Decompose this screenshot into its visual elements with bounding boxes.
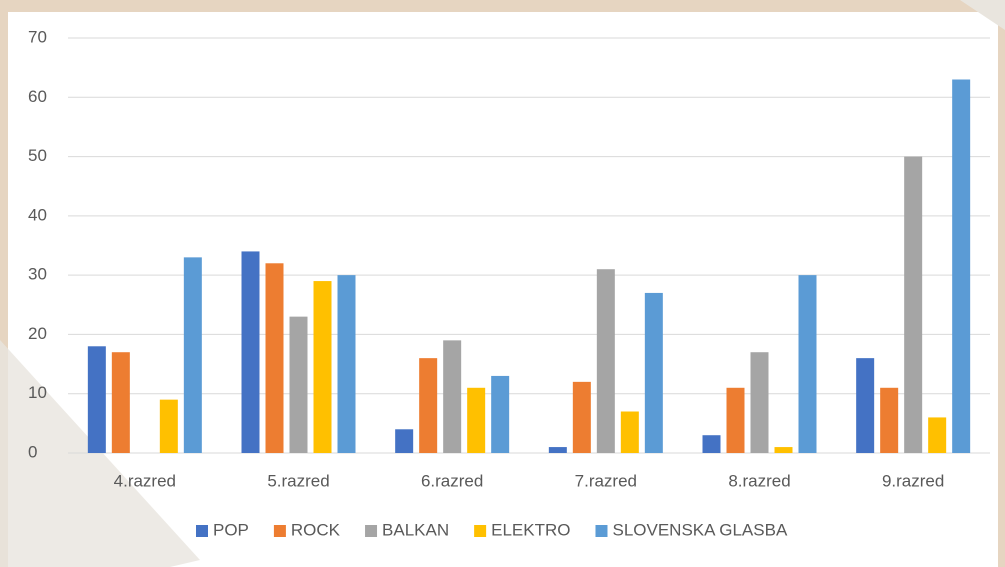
y-tick-label: 30 [28,265,47,284]
bar [183,257,202,453]
bar [491,375,510,453]
bar [596,269,615,453]
bar [856,358,875,453]
y-tick-label: 20 [28,324,47,343]
bar [111,352,130,453]
y-tick-label: 40 [28,205,47,224]
bar [313,281,332,453]
legend-label: ELEKTRO [491,520,570,539]
bar [289,316,308,453]
bar [726,387,745,453]
bar [620,411,639,453]
x-tick-label: 8.razred [728,471,790,490]
y-tick-label: 10 [28,383,47,402]
bar [952,79,971,453]
bar [904,156,923,454]
bar [419,358,438,453]
bar [750,352,769,453]
x-tick-label: 7.razred [575,471,637,490]
chart-panel [8,12,998,567]
x-tick-label: 6.razred [421,471,483,490]
legend-swatch [474,525,487,537]
legend-swatch [365,525,378,537]
legend-label: BALKAN [382,520,449,539]
legend-swatch [273,525,286,537]
bar [880,387,899,453]
legend-swatch [196,525,208,537]
y-tick-label: 0 [28,442,37,461]
bar [395,429,414,453]
x-tick-label: 4.razred [114,471,176,490]
bar [159,399,178,453]
bar [644,292,663,453]
legend-label: ROCK [291,520,341,539]
bar [467,387,486,453]
bar [928,417,947,453]
bar [774,447,793,453]
y-tick-label: 70 [28,27,47,46]
y-tick-label: 60 [28,87,47,106]
bar [241,251,260,453]
y-tick-label: 50 [28,146,47,165]
legend-label: POP [213,520,249,539]
x-tick-label: 5.razred [267,471,329,490]
bar [702,435,721,453]
bar [548,447,567,453]
bar [798,275,817,453]
bar [572,381,591,453]
bar [443,340,462,453]
legend-label: SLOVENSKA GLASBA [612,520,787,539]
bar [337,275,356,453]
bar [87,346,106,453]
legend-swatch [595,525,608,537]
x-tick-label: 9.razred [882,471,944,490]
tape-decoration [960,0,1005,30]
bar [265,263,284,453]
